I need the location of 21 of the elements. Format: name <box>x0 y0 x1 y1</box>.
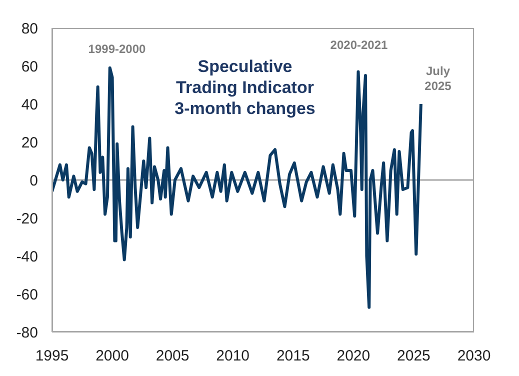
y-tick-label: -20 <box>16 210 38 228</box>
y-tick-label: 40 <box>21 96 38 114</box>
x-tick-label: 2015 <box>276 348 310 365</box>
annotation: 2020-2021 <box>329 38 389 53</box>
y-tick-label: 0 <box>30 172 38 190</box>
y-tick-label: 20 <box>21 134 38 152</box>
y-tick-label: -60 <box>16 286 38 304</box>
annotation: 1999-2000 <box>87 42 147 57</box>
y-tick-label: 60 <box>21 58 38 76</box>
y-tick-label: -40 <box>16 248 38 266</box>
x-tick-label: 2030 <box>457 348 491 365</box>
y-tick-label: -80 <box>16 324 38 342</box>
x-tick-label: 2020 <box>336 348 370 365</box>
y-tick-label: 80 <box>21 20 38 38</box>
x-tick-label: 1995 <box>35 348 69 365</box>
annotation: July 2025 <box>424 64 452 94</box>
x-tick-label: 2025 <box>397 348 430 365</box>
x-tick-label: 2010 <box>216 348 250 365</box>
text: Speculative Trading Indicator 3-month changes <box>174 56 316 119</box>
x-tick-label: 2000 <box>96 348 129 365</box>
x-tick-label: 2005 <box>156 348 190 365</box>
